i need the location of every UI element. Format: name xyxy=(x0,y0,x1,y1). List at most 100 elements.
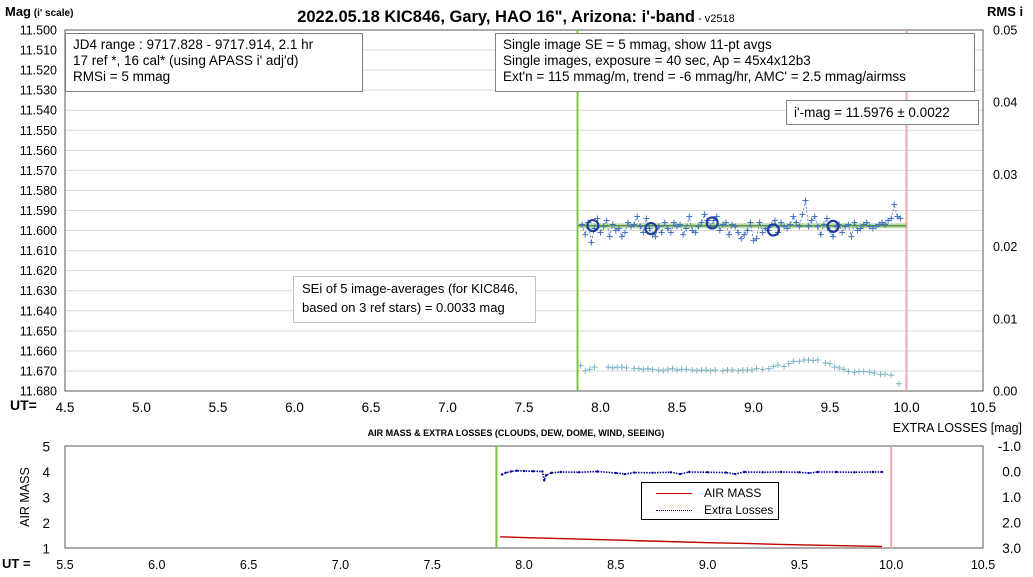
rms-point xyxy=(618,364,625,371)
single-image-point xyxy=(637,223,644,230)
single-image-point xyxy=(726,231,733,238)
rms-point xyxy=(660,367,667,374)
single-image-point xyxy=(756,219,763,226)
single-image-point xyxy=(615,225,622,232)
lower-y-tick-label: 2 xyxy=(42,516,50,531)
single-image-se-line: Single image SE = 5 mmag, show 11-pt avg… xyxy=(503,37,772,52)
single-image-point xyxy=(830,233,837,240)
main-plot-frame xyxy=(64,29,984,392)
single-image-point xyxy=(692,229,699,236)
rms-point xyxy=(805,356,812,363)
x-axis-label: UT= xyxy=(10,397,37,413)
extra-losses-point xyxy=(596,470,599,473)
y-tick-label: 11.620 xyxy=(20,264,57,278)
x-tick-label: 4.5 xyxy=(56,400,75,415)
rmsi-line: RMSi = 5 mmag xyxy=(73,69,171,84)
single-image-point xyxy=(872,223,879,230)
extra-losses-point xyxy=(678,472,682,476)
single-image-point xyxy=(823,215,830,222)
rms-point xyxy=(836,364,843,371)
jd-range-box: JD4 range : 9717.828 - 9717.914, 2.1 hr … xyxy=(65,33,363,92)
rms-point xyxy=(644,365,651,372)
extra-losses-point xyxy=(500,473,504,476)
single-image-point xyxy=(600,223,607,230)
average-point xyxy=(705,216,719,230)
extra-losses-point xyxy=(816,470,819,474)
average-point xyxy=(586,218,600,233)
rms-point xyxy=(609,364,616,371)
y-axis-label-suffix: (i' scale) xyxy=(31,8,73,19)
extra-losses-point xyxy=(550,471,553,474)
x-tick-label: 9.0 xyxy=(744,400,763,415)
single-image-point xyxy=(664,225,671,232)
single-image-point xyxy=(860,221,867,228)
single-image-point xyxy=(771,217,778,224)
y-tick-label: 11.590 xyxy=(20,204,57,218)
single-image-point xyxy=(686,213,693,220)
extra-losses-point xyxy=(614,471,617,475)
rms-point xyxy=(810,357,817,364)
y-axis-label: Mag (i' scale) xyxy=(5,4,73,19)
extra-losses-point xyxy=(669,471,673,474)
y-tick-label: 11.580 xyxy=(20,184,57,198)
y-tick-label: 11.640 xyxy=(20,304,57,318)
lower-chart-title: AIR MASS & EXTRA LOSSES (CLOUDS, DEW, DO… xyxy=(368,428,665,438)
extra-losses-point xyxy=(623,472,627,476)
single-image-point xyxy=(744,227,751,234)
single-image-point xyxy=(609,221,616,228)
legend-swatch-air-mass xyxy=(656,493,692,494)
x-tick-label: 8.5 xyxy=(668,400,687,415)
legend-label-air-mass: AIR MASS xyxy=(704,486,762,500)
y-tick-label: 11.570 xyxy=(20,164,57,178)
y2-tick-label: 0.04 xyxy=(993,96,1017,110)
extra-losses-point xyxy=(541,470,544,473)
single-image-point xyxy=(753,235,760,242)
single-image-point xyxy=(661,219,668,226)
rms-point xyxy=(582,367,589,374)
single-image-point xyxy=(716,227,723,234)
single-image-point xyxy=(820,221,827,228)
legend-label-extra-losses: Extra Losses xyxy=(704,503,774,517)
single-image-point xyxy=(689,227,696,234)
exposure-line: Single images, exposure = 40 sec, Ap = 4… xyxy=(503,53,811,68)
rms-point xyxy=(851,369,858,376)
single-image-point xyxy=(634,213,641,220)
single-image-point xyxy=(781,223,788,230)
rms-point xyxy=(669,365,676,372)
lower-x-tick-label: 10.0 xyxy=(879,558,903,572)
single-image-point xyxy=(652,233,659,240)
lower-x-tick-label: 10.5 xyxy=(971,558,995,572)
single-image-point xyxy=(741,231,748,238)
rms-point xyxy=(577,362,584,369)
rms-point xyxy=(831,364,838,371)
chart-subtitle: - v2518 xyxy=(695,13,735,25)
air-mass-line xyxy=(500,536,883,548)
extra-losses-line xyxy=(501,469,883,484)
lower-plot-frame xyxy=(64,445,984,549)
ref-stars-line: 17 ref *, 16 cal* (using APASS i' adj'd) xyxy=(73,53,299,68)
single-image-point xyxy=(701,211,708,218)
rms-point xyxy=(796,358,803,365)
lower-x-axis-label: UT = xyxy=(2,556,31,571)
lower-y-tick-label: 1 xyxy=(42,542,50,557)
single-image-point xyxy=(670,219,677,226)
single-image-point xyxy=(891,201,898,208)
extra-losses-point xyxy=(632,471,636,474)
rms-point xyxy=(649,366,656,373)
single-image-point xyxy=(683,225,690,232)
x-tick-label: 5.5 xyxy=(209,400,228,415)
single-image-point xyxy=(643,215,650,222)
rms-point xyxy=(888,372,895,379)
single-image-point xyxy=(784,225,791,232)
single-image-point xyxy=(677,221,684,228)
single-image-point xyxy=(799,211,806,218)
rms-point xyxy=(814,356,821,363)
rms-point xyxy=(605,364,612,371)
extra-losses-point xyxy=(544,474,548,477)
single-image-point xyxy=(894,213,901,220)
single-image-point xyxy=(759,229,766,236)
rms-point xyxy=(591,364,598,371)
extra-losses-point xyxy=(724,471,728,474)
single-image-point xyxy=(790,213,797,220)
extra-losses-point xyxy=(542,479,546,482)
